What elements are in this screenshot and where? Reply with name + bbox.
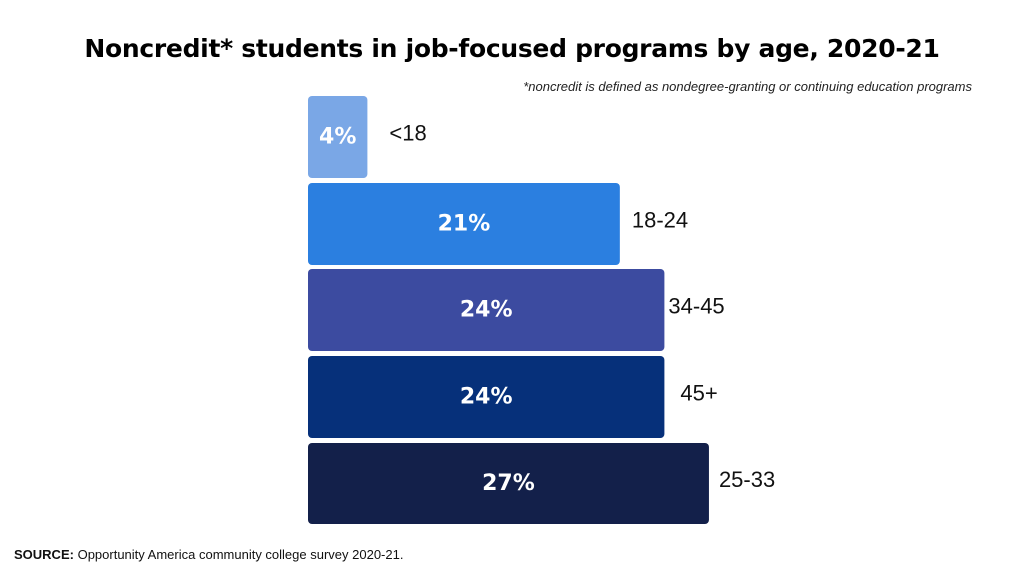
source-note: SOURCE: Opportunity America community co… (14, 547, 403, 562)
category-label-45+: 45+ (680, 381, 717, 406)
category-label-34-45: 34-45 (668, 294, 724, 319)
data-label-18-24: 21% (438, 212, 491, 237)
data-label-34-45: 24% (460, 298, 513, 323)
bar-45+ (308, 356, 665, 438)
bar-34-45 (308, 269, 665, 351)
bar-<18 (308, 96, 368, 178)
source-text: Opportunity America community college su… (77, 547, 404, 562)
chart-title: Noncredit* students in job-focused progr… (84, 34, 940, 63)
category-label-18-24: 18-24 (632, 208, 688, 233)
source-label: SOURCE: (14, 547, 74, 562)
data-label-45+: 24% (460, 385, 513, 410)
data-label-25-33: 27% (482, 471, 535, 496)
footnote: *noncredit is defined as nondegree-grant… (523, 79, 972, 94)
category-label-25-33: 25-33 (719, 467, 775, 492)
bar-25-33 (308, 443, 709, 524)
data-label-<18: 4% (319, 125, 356, 150)
bar-18-24 (308, 183, 620, 265)
category-label-<18: <18 (389, 121, 426, 146)
